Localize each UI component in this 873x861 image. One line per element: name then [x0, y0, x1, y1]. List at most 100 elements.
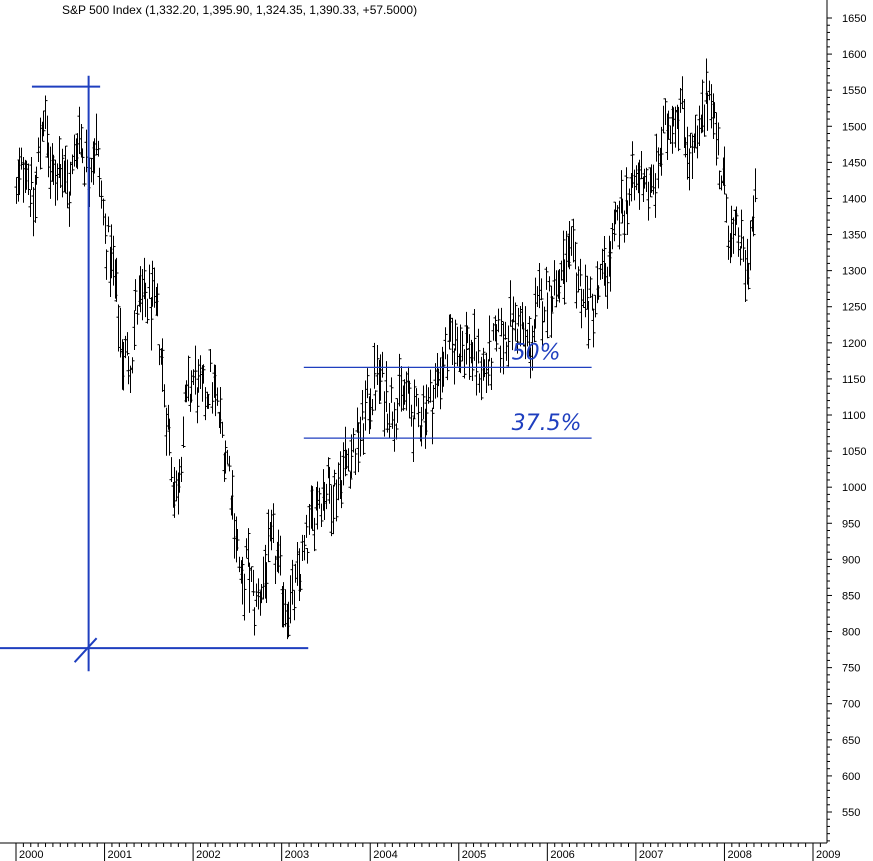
ohlc-bar — [218, 386, 223, 434]
ohlc-bar — [476, 328, 481, 364]
ohlc-bar — [246, 528, 251, 567]
y-tick-label: 1400 — [842, 193, 866, 205]
x-tick-label: 2002 — [196, 849, 220, 861]
ohlc-bar — [256, 578, 261, 610]
ohlc-bar — [676, 106, 681, 152]
ohlc-bar — [549, 285, 554, 338]
ohlc-bar — [653, 173, 658, 218]
ohlc-bar — [286, 601, 291, 638]
ohlc-bar — [372, 342, 377, 389]
ohlc-bar — [343, 426, 348, 477]
ohlc-bar — [152, 267, 157, 308]
ohlc-bar — [53, 159, 58, 206]
ohlc-bar — [617, 200, 622, 250]
ohlc-bar — [247, 562, 252, 613]
ohlc-bar — [574, 272, 579, 309]
ohlc-bar — [104, 249, 109, 280]
ohlc-bar — [162, 384, 167, 408]
ohlc-bar — [273, 555, 278, 584]
ohlc-bar — [55, 163, 60, 201]
ohlc-bar — [615, 205, 620, 221]
ohlc-bar — [28, 189, 33, 218]
ohlc-bar — [619, 170, 624, 214]
ohlc-bar — [160, 338, 165, 392]
ohlc-bar — [722, 146, 727, 195]
ohlc-bar — [503, 321, 508, 340]
ohlc-bar — [622, 210, 627, 243]
ohlc-bar — [588, 276, 593, 299]
ohlc-bar — [639, 151, 644, 180]
ohlc-bar — [181, 416, 186, 448]
ohlc-bar — [501, 321, 506, 375]
ohlc-bar — [648, 167, 653, 198]
ohlc-bar — [407, 380, 412, 419]
ohlc-bar — [656, 147, 661, 189]
ohlc-bar — [496, 308, 501, 333]
ohlc-bar — [193, 345, 198, 395]
ohlc-bar — [326, 457, 331, 479]
ohlc-bar — [358, 416, 363, 457]
ohlc-bar — [644, 167, 649, 193]
ohlc-bar — [167, 418, 172, 456]
ohlc-bar — [353, 448, 358, 476]
ohlc-bar — [356, 422, 361, 473]
ohlc-bar — [149, 297, 154, 351]
ohlc-bar — [77, 106, 82, 154]
ohlc-bar — [739, 209, 744, 249]
retracement-37-5-label: 37.5% — [512, 411, 582, 436]
y-tick-label: 1600 — [842, 49, 866, 61]
ohlc-bar — [63, 145, 68, 194]
ohlc-bar — [331, 484, 336, 535]
ohlc-bar — [421, 385, 426, 420]
ohlc-bar — [365, 368, 370, 399]
ohlc-bar — [746, 262, 751, 290]
ohlc-bar — [547, 276, 552, 292]
ohlc-bar — [576, 266, 581, 293]
y-tick-label: 1350 — [842, 230, 866, 242]
ohlc-bar — [506, 325, 511, 367]
ohlc-bar — [140, 268, 145, 321]
ohlc-bar — [693, 114, 698, 147]
ohlc-bar — [222, 452, 227, 482]
ohlc-bar — [397, 353, 402, 407]
ohlc-bar — [688, 132, 693, 149]
ohlc-bar — [486, 359, 491, 386]
ohlc-bar — [554, 270, 559, 308]
ohlc-bar — [118, 307, 123, 358]
ohlc-bar — [605, 266, 610, 309]
ohlc-bar — [370, 398, 375, 416]
ohlc-bar — [651, 164, 656, 195]
ohlc-bar — [302, 534, 307, 561]
ohlc-bar — [527, 316, 532, 357]
ohlc-bar — [375, 345, 380, 386]
ohlc-bar — [133, 279, 138, 311]
ohlc-bar — [31, 187, 36, 237]
ohlc-bar — [734, 206, 739, 225]
ohlc-bar — [458, 324, 463, 374]
ohlc-bar — [712, 102, 717, 119]
ohlc-bar — [123, 335, 128, 359]
ohlc-bar — [462, 349, 467, 379]
ohlc-bar — [585, 275, 590, 310]
ohlc-bar — [298, 573, 303, 592]
ohlc-bar — [470, 342, 475, 382]
ohlc-bar — [290, 559, 295, 605]
ohlc-bar — [714, 112, 719, 166]
ohlc-bar — [174, 470, 179, 502]
ohlc-bar — [661, 105, 666, 134]
y-tick-label: 950 — [842, 518, 860, 530]
ohlc-bar — [695, 125, 700, 159]
ohlc-bar — [48, 146, 53, 199]
y-tick-label: 1450 — [842, 157, 866, 169]
ohlc-bar — [537, 263, 542, 309]
ohlc-bar — [155, 283, 160, 317]
ohlc-bar — [70, 154, 75, 175]
ohlc-bar — [36, 137, 41, 163]
ohlc-bar — [82, 166, 87, 187]
ohlc-bar — [612, 209, 617, 242]
x-tick-label: 2004 — [373, 849, 397, 861]
ohlc-bar — [195, 387, 200, 424]
ohlc-bar — [632, 169, 637, 201]
ohlc-bar — [186, 355, 191, 402]
ohlc-bar — [116, 304, 121, 352]
